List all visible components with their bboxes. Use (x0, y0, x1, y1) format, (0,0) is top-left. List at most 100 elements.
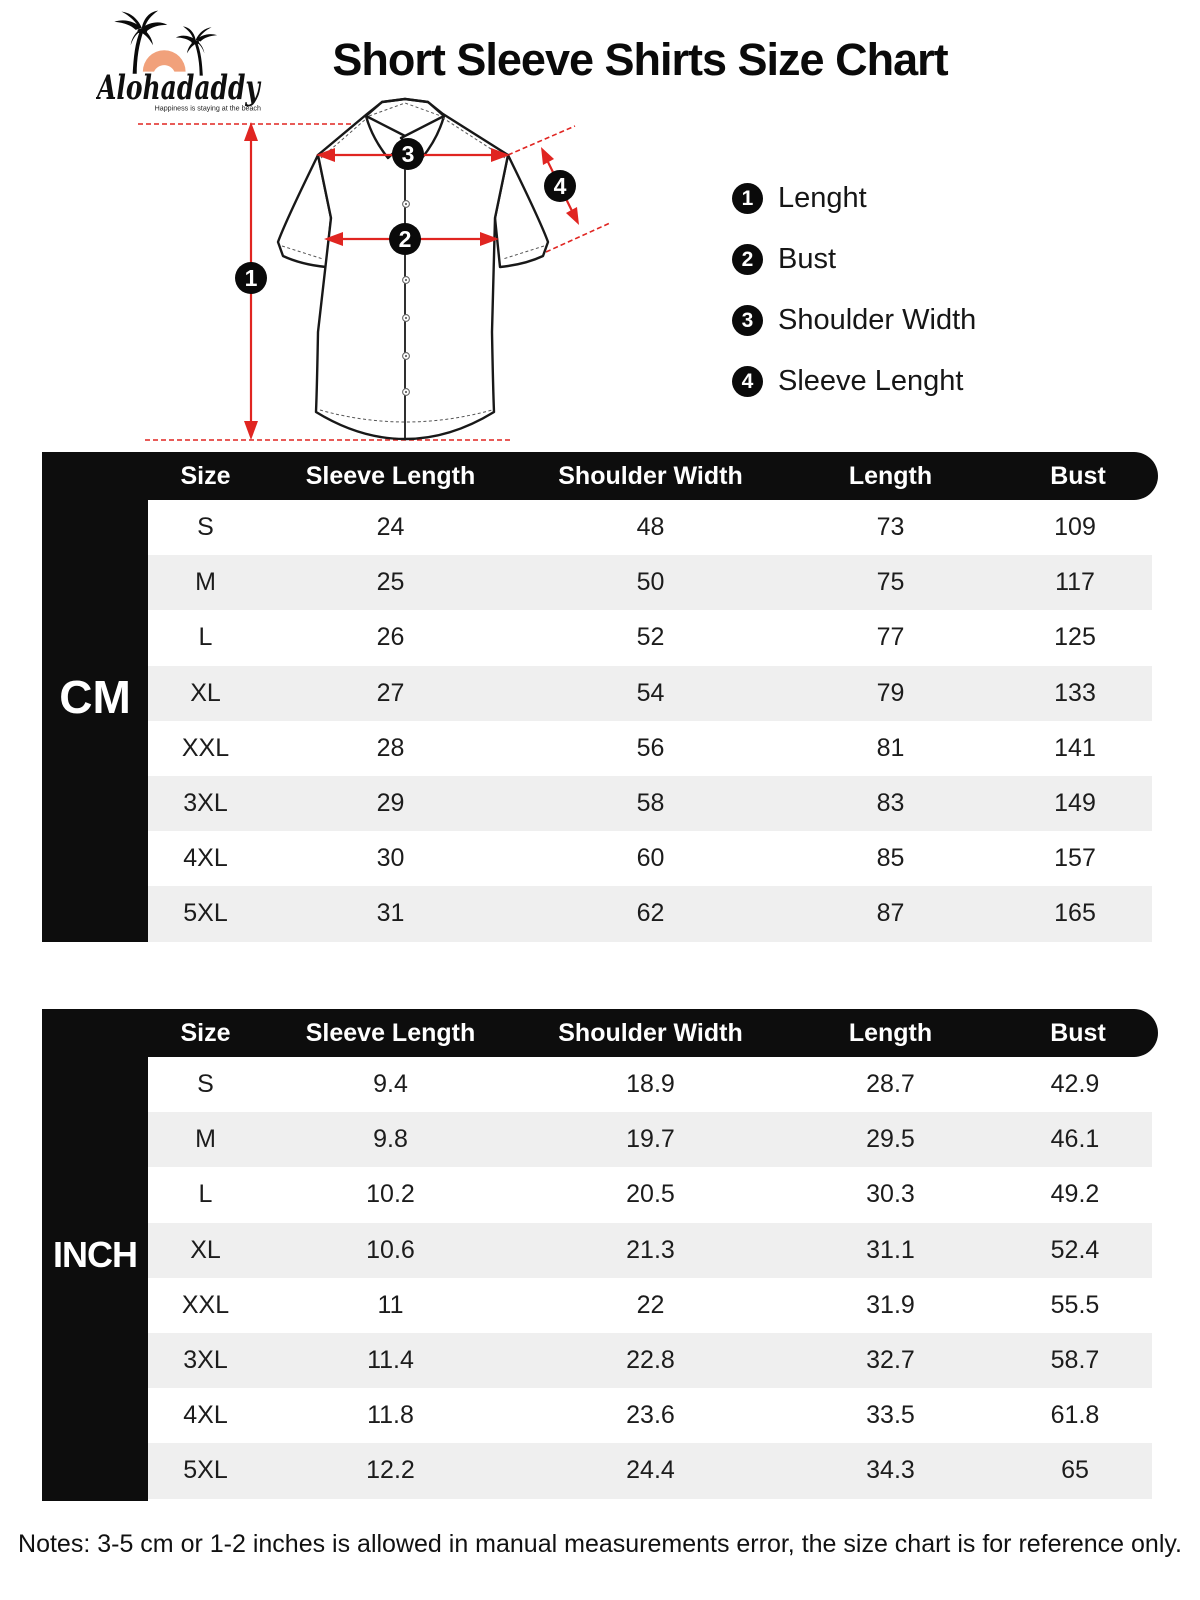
value-cell: 55.5 (1050, 1290, 1100, 1319)
legend-item: 1 Lenght (732, 182, 976, 215)
value-cell: 30.3 (866, 1180, 915, 1209)
legend-label: Bust (778, 243, 837, 275)
size-cell: 3XL (183, 789, 228, 818)
size-table-inch: Size Sleeve Length Shoulder Width Length Bus… (42, 1009, 1158, 1501)
callout-2: 2 (399, 226, 412, 252)
size-cell: XL (190, 678, 221, 707)
legend-number-badge: 1 (732, 183, 763, 214)
table-row: M 9.8 19.7 29.5 46.1 (148, 1112, 1152, 1168)
value-cell: 50 (636, 568, 665, 597)
table-header-row: Size Sleeve Length Shoulder Width Length Bus… (42, 1009, 1158, 1057)
value-cell: 83 (876, 789, 905, 818)
column-header: Sleeve Length (305, 461, 476, 490)
value-cell: 52 (636, 623, 665, 652)
table-header-row: Size Sleeve Length Shoulder Width Length Bus… (42, 452, 1158, 500)
value-cell: 32.7 (866, 1346, 915, 1375)
table-row: 4XL 30 60 85 157 (148, 831, 1152, 887)
column-header: Length (848, 461, 933, 490)
legend-number-badge: 2 (732, 244, 763, 275)
unit-label-cm: CM (42, 452, 148, 942)
value-cell: 75 (876, 568, 905, 597)
value-cell: 62 (636, 899, 665, 928)
value-cell: 60 (636, 844, 665, 873)
value-cell: 22.8 (626, 1346, 675, 1375)
palm-tree-icon (114, 10, 168, 74)
callout-4: 4 (554, 173, 567, 199)
value-cell: 29 (376, 789, 405, 818)
value-cell: 58 (636, 789, 665, 818)
value-cell: 28.7 (866, 1070, 915, 1099)
column-header: Length (848, 1018, 933, 1047)
value-cell: 12.2 (366, 1456, 415, 1485)
unit-label-inch: INCH (42, 1009, 148, 1501)
brand-logo: Alohadaddy Happiness is staying at the b… (96, 10, 262, 112)
value-cell: 52.4 (1050, 1235, 1100, 1264)
shirt-measurement-diagram: 1 2 3 4 (138, 97, 611, 441)
legend-number-badge: 3 (732, 305, 763, 336)
value-cell: 79 (876, 678, 905, 707)
value-cell: 117 (1055, 568, 1095, 597)
legend-item: 3 Shoulder Width (732, 304, 976, 337)
size-cell: S (197, 513, 214, 542)
value-cell: 18.9 (626, 1070, 675, 1099)
measurement-legend: 1 Lenght 2 Bust 3 Shoulder Width 4 Sleeve Lengh… (732, 182, 976, 398)
size-cell: 5XL (183, 899, 228, 928)
size-cell: 5XL (183, 1456, 228, 1485)
table-row: S 9.4 18.9 28.7 42.9 (148, 1057, 1152, 1113)
callout-3: 3 (402, 141, 415, 167)
table-row: 5XL 31 62 87 165 (148, 886, 1152, 942)
value-cell: 46.1 (1050, 1125, 1100, 1154)
logo-sun-arch (142, 50, 186, 72)
value-cell: 26 (376, 623, 405, 652)
brand-tagline: Happiness is staying at the beach (155, 104, 261, 112)
value-cell: 58.7 (1050, 1346, 1100, 1375)
value-cell: 10.2 (366, 1180, 415, 1209)
size-cell: M (195, 1125, 216, 1154)
value-cell: 19.7 (626, 1125, 675, 1154)
value-cell: 49.2 (1050, 1180, 1100, 1209)
value-cell: 21.3 (626, 1235, 675, 1264)
value-cell: 48 (636, 513, 665, 542)
value-cell: 149 (1054, 789, 1096, 818)
table-row: XL 27 54 79 133 (148, 665, 1152, 721)
value-cell: 20.5 (626, 1180, 675, 1209)
value-cell: 77 (876, 623, 905, 652)
column-header: Size (180, 461, 231, 490)
value-cell: 42.9 (1050, 1070, 1100, 1099)
callout-1: 1 (245, 265, 258, 291)
size-cell: XXL (181, 733, 230, 762)
size-cell: L (198, 1180, 213, 1209)
table-row: 3XL 11.4 22.8 32.7 58.7 (148, 1332, 1152, 1389)
legend-label: Shoulder Width (778, 304, 977, 336)
measure-callouts: 1 2 3 4 (235, 138, 576, 294)
value-cell: 27 (376, 678, 405, 707)
value-cell: 34.3 (866, 1456, 915, 1485)
value-cell: 31 (376, 899, 405, 928)
value-cell: 11 (377, 1290, 404, 1319)
size-cell: M (195, 568, 216, 597)
value-cell: 31.9 (866, 1290, 915, 1319)
value-cell: 73 (876, 513, 905, 542)
table-body: S 9.4 18.9 28.7 42.9 M 9.8 19.7 29.5 46.1 L 10.2 20.… (148, 1057, 1152, 1499)
column-header: Shoulder Width (558, 1018, 743, 1047)
table-row: 4XL 11.8 23.6 33.5 61.8 (148, 1388, 1152, 1444)
value-cell: 29.5 (866, 1125, 915, 1154)
size-cell: XXL (181, 1290, 230, 1319)
value-cell: 87 (876, 899, 905, 928)
value-cell: 9.8 (373, 1125, 408, 1154)
value-cell: 61.8 (1050, 1401, 1100, 1430)
value-cell: 28 (376, 733, 405, 762)
size-cell: XL (190, 1235, 221, 1264)
value-cell: 11.8 (367, 1401, 414, 1430)
legend-label: Lenght (778, 182, 867, 214)
value-cell: 54 (636, 678, 665, 707)
value-cell: 133 (1054, 678, 1096, 707)
column-header: Size (180, 1018, 231, 1047)
value-cell: 25 (376, 568, 405, 597)
legend-number-badge: 4 (732, 366, 763, 397)
value-cell: 22 (636, 1290, 665, 1319)
page-title: Short Sleeve Shirts Size Chart (332, 34, 948, 85)
table-row: M 25 50 75 117 (148, 555, 1152, 611)
value-cell: 23.6 (626, 1401, 675, 1430)
value-cell: 24 (376, 513, 405, 542)
